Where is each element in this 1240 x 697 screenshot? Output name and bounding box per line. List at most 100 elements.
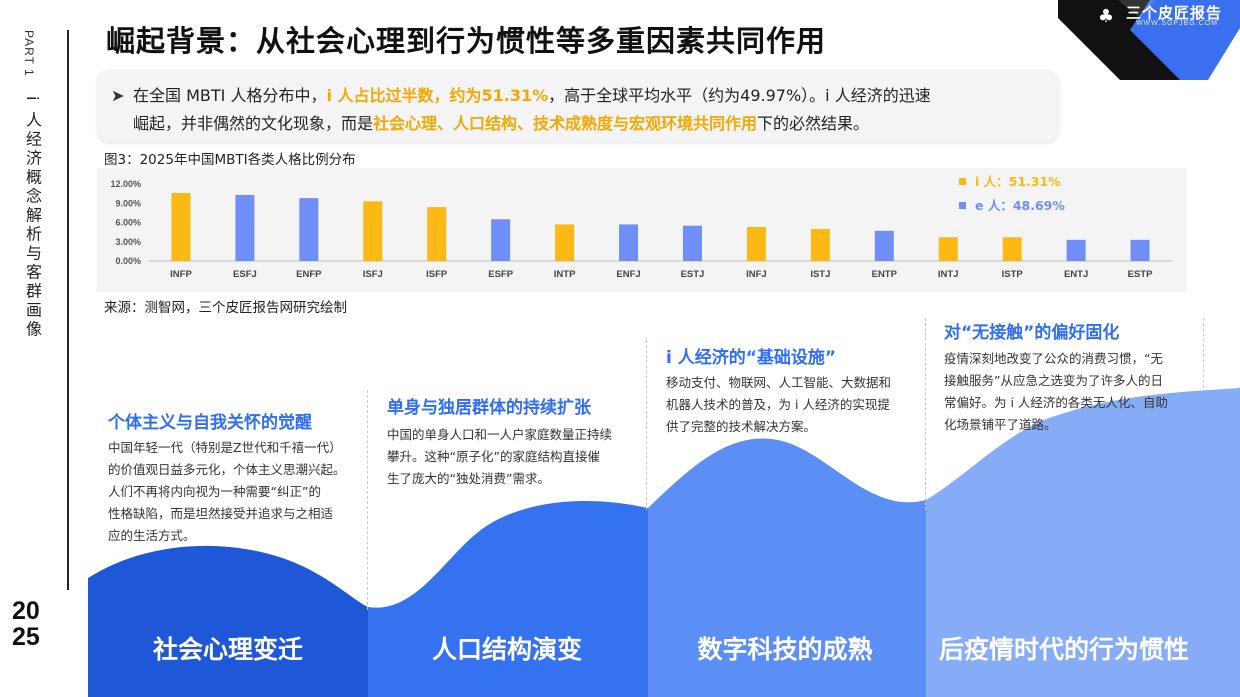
band-label-post-pandemic: 后疫情时代的行为惯性 [938,635,1189,664]
bar-istj [810,228,830,261]
source-note: 来源：测智网，三个皮匠报告网研究绘制 [104,300,347,316]
left-rail: PART 1 i 人经济概念解析与客群画像 20 25 [0,0,78,697]
y-tick-label: 6.00% [115,218,141,228]
column-desc-line: 供了完整的技术解决方案。 [666,419,817,434]
bar-enfj [619,224,639,261]
wave-band-4 [926,388,1240,697]
band-label-technology: 数字科技的成熟 [697,635,873,664]
x-tick-label: INFJ [746,269,767,280]
intro-line-1: ➤ 在全国 MBTI 人格分布中，i 人占比过半数，约为51.31%，高于全球平均… [111,82,1045,110]
wave-band-1 [88,545,368,697]
column-divider [925,318,926,510]
wave-bands [88,388,1240,697]
x-tick-label: INTP [554,269,576,280]
legend-label-e: e 人：48.69% [975,198,1065,213]
bar-istp [1002,237,1022,261]
column-2-title: 单身与独居群体的持续扩张 [387,398,591,418]
y-tick-label: 12.00% [110,179,141,189]
logo-name: 三个皮匠报告 [1125,4,1222,22]
bar-esfp [491,219,511,261]
bar-estj [682,225,702,261]
bar-isfj [363,201,383,261]
bar-estp [1130,239,1150,261]
bar-enfp [299,198,319,261]
column-desc-line: 疫情深刻地改变了公众的消费习惯，“无 [944,351,1163,366]
x-tick-label: ISFP [426,269,448,280]
intro-text: ，高于全球平均水平（约为49.97%）。i 人经济的迅速 [548,86,931,105]
column-divider [1203,318,1204,388]
column-desc-line: 应的生活方式。 [108,528,196,543]
part-title: i 人经济概念解析与客群画像 [23,96,42,340]
band-label-population: 人口结构演变 [431,635,582,664]
x-tick-label: ISFJ [363,269,383,280]
wave-band-2 [368,501,648,697]
y-tick-label: 3.00% [115,237,141,247]
legend-label-i: i 人：51.31% [975,174,1061,189]
column-4-title: 对“无接触”的偏好固化 [944,323,1120,343]
bar-entp [874,230,894,261]
band-label-social: 社会心理变迁 [152,635,303,664]
x-tick-label: ESFJ [233,269,257,280]
logo-person-icon: ♣ [1097,6,1114,27]
x-tick-label: ENFJ [616,269,640,280]
column-desc-line: 攀升。这种“原子化”的家庭结构直接催 [387,449,600,464]
column-desc-line: 移动支付、物联网、人工智能、大数据和 [666,375,892,390]
bar-entj [1066,239,1086,261]
bar-isfp [427,207,447,261]
page-title: 崛起背景：从社会心理到行为惯性等多重因素共同作用 [106,24,827,58]
column-1-title: 个体主义与自我关怀的觉醒 [108,413,312,433]
x-tick-label: ESTJ [681,269,705,280]
column-desc-line: 接触服务”从应急之选变为了许多人的日 [944,373,1163,388]
wave-band-3 [648,438,926,697]
rail-divider [67,30,69,590]
column-3-title: i 人经济的“基础设施” [666,348,837,368]
column-desc-line: 中国年轻一代（特别是Z世代和千禧一代） [108,440,342,455]
bar-esfj [235,194,255,261]
column-divider [646,340,647,510]
column-desc-line: 中国的单身人口和一人户家庭数量正持续 [387,427,613,442]
intro-text: 在全国 MBTI 人格分布中， [133,86,327,105]
chart-background [97,168,1187,292]
intro-text: 下的必然结果。 [757,114,870,133]
x-tick-label: ISTJ [810,269,830,280]
column-1-desc: 中国年轻一代（特别是Z世代和千禧一代） 的价值观日益多元化，个体主义思潮兴起。 人们… [108,437,346,547]
y-tick-label: 0.00% [115,256,141,266]
bar-infj [746,226,766,261]
x-tick-label: INTJ [938,269,959,280]
x-tick-label: ENFP [296,269,322,280]
logo-background [1058,0,1240,80]
brand-logo: ♣ 三个皮匠报告 WWW.SGPJBG.COM [1030,0,1240,80]
column-desc-line: 的价值观日益多元化，个体主义思潮兴起。 [108,462,346,477]
x-tick-label: ESFP [488,269,513,280]
intro-line-2: 崛起，并非偶然的文化现象，而是社会心理、人口结构、技术成熟度与宏观环境共同作用下… [111,110,1045,138]
x-tick-label: ENTJ [1064,269,1088,280]
y-tick-label: 9.00% [115,198,141,208]
bar-intj [938,237,958,261]
x-tick-label: INFP [170,269,192,280]
column-desc-line: 机器人技术的普及，为 i 人经济的实现提 [666,397,890,412]
intro-highlight: 社会心理、人口结构、技术成熟度与宏观环境共同作用 [373,114,758,133]
column-desc-line: 性格缺陷，而是坦然接受并追求与之相适 [108,506,334,521]
legend-swatch-e [959,202,966,209]
bar-infp [171,192,191,261]
column-desc-line: 生了庞大的“独处消费”需求。 [387,471,550,486]
column-3-desc: 移动支付、物联网、人工智能、大数据和 机器人技术的普及，为 i 人经济的实现提 供了… [666,372,891,438]
year-label: 20 25 [12,597,40,651]
x-tick-label: ESTP [1128,269,1153,280]
legend-swatch-i [959,178,966,185]
x-tick-label: ISTP [1002,269,1024,280]
logo-url: WWW.SGPJBG.COM [1135,20,1218,27]
x-tick-label: ENTP [872,269,898,280]
column-2-desc: 中国的单身人口和一人户家庭数量正持续 攀升。这种“原子化”的家庭结构直接催 生了庞大… [387,424,612,490]
bar-intp [555,224,575,261]
intro-highlight: i 人占比过半数，约为51.31% [326,86,549,105]
intro-text: 崛起，并非偶然的文化现象，而是 [133,114,374,133]
column-desc-line: 常偏好。为 i 人经济的各类无人化、自助 [944,395,1168,410]
column-divider [367,390,368,610]
intro-box: ➤ 在全国 MBTI 人格分布中，i 人占比过半数，约为51.31%，高于全球平均… [97,70,1059,142]
part-label: PART 1 [22,30,36,77]
column-4-desc: 疫情深刻地改变了公众的消费习惯，“无 接触服务”从应急之选变为了许多人的日 常偏好。… [944,348,1168,436]
arrow-bullet-icon: ➤ [111,86,125,105]
chart-caption: 图3：2025年中国MBTI各类人格比例分布 [104,152,356,168]
mbti-bar-chart: 0.00% 3.00% 6.00% 9.00% 12.00% INFP ESFJ ENFP IS… [110,174,1172,280]
